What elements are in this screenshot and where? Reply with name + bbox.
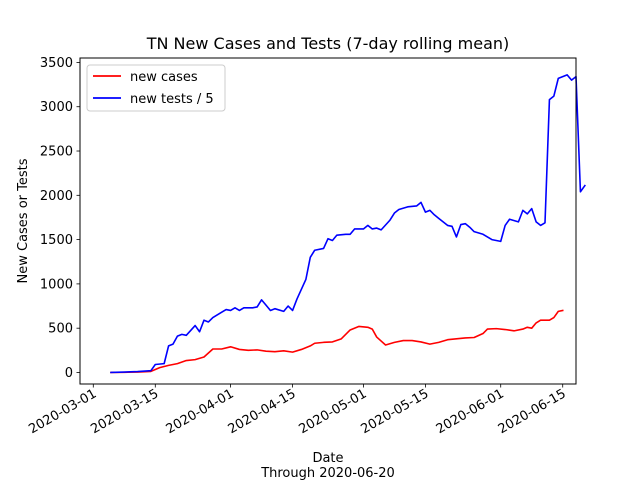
- legend-label-new-tests: new tests / 5: [130, 92, 214, 107]
- x-tick-label: 2020-05-15: [358, 386, 431, 437]
- y-tick-label: 1000: [40, 277, 73, 292]
- legend: new cases new tests / 5: [86, 64, 226, 112]
- chart-title: TN New Cases and Tests (7-day rolling me…: [146, 34, 510, 53]
- x-tick-label: 2020-06-01: [434, 386, 507, 437]
- y-axis: 0 500 1000 1500 2000 2500 3000 3500: [40, 56, 80, 381]
- y-tick-label: 2000: [40, 189, 73, 204]
- x-tick-label: 2020-04-01: [164, 386, 237, 437]
- legend-label-new-cases: new cases: [130, 70, 198, 85]
- x-axis-subtitle: Through 2020-06-20: [260, 466, 395, 480]
- x-tick-label: 2020-03-15: [88, 386, 161, 437]
- y-tick-label: 3500: [40, 56, 73, 71]
- series-line-new-cases: [110, 309, 564, 374]
- y-axis-label: New Cases or Tests: [16, 158, 31, 283]
- y-tick-label: 1500: [40, 233, 73, 248]
- plot-frame: [79, 57, 577, 385]
- x-tick-label: 2020-06-15: [496, 386, 569, 437]
- plot-lines: [110, 74, 586, 374]
- series-line-new-tests-5: [110, 74, 586, 374]
- y-tick-label: 500: [48, 322, 73, 337]
- y-tick-label: 0: [65, 366, 73, 381]
- x-tick-label: 2020-03-01: [26, 386, 99, 437]
- legend-box: [86, 64, 226, 112]
- x-tick-label: 2020-05-01: [296, 386, 369, 437]
- y-tick-label: 2500: [40, 145, 73, 160]
- x-axis-label: Date: [312, 451, 343, 466]
- y-tick-label: 3000: [40, 100, 73, 115]
- x-tick-label: 2020-04-15: [226, 386, 299, 437]
